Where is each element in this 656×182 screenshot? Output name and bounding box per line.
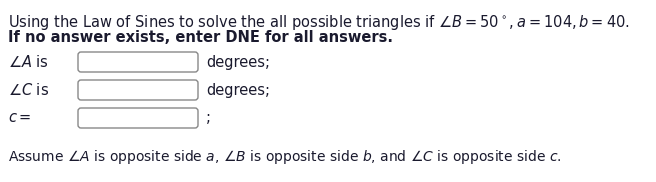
Text: $c =$: $c =$	[8, 110, 31, 126]
FancyBboxPatch shape	[78, 108, 198, 128]
FancyBboxPatch shape	[78, 80, 198, 100]
Text: degrees;: degrees;	[206, 82, 270, 98]
Text: degrees;: degrees;	[206, 54, 270, 70]
Text: Assume $\angle A$ is opposite side $a$, $\angle B$ is opposite side $b$, and $\a: Assume $\angle A$ is opposite side $a$, …	[8, 148, 562, 166]
Text: ;: ;	[206, 110, 211, 126]
Text: $\angle C$ is: $\angle C$ is	[8, 82, 49, 98]
Text: If no answer exists, enter DNE for all answers.: If no answer exists, enter DNE for all a…	[8, 30, 393, 45]
Text: Using the Law of Sines to solve the all possible triangles if $\angle B = 50^\ci: Using the Law of Sines to solve the all …	[8, 13, 630, 32]
Text: $\angle A$ is: $\angle A$ is	[8, 54, 49, 70]
FancyBboxPatch shape	[78, 52, 198, 72]
